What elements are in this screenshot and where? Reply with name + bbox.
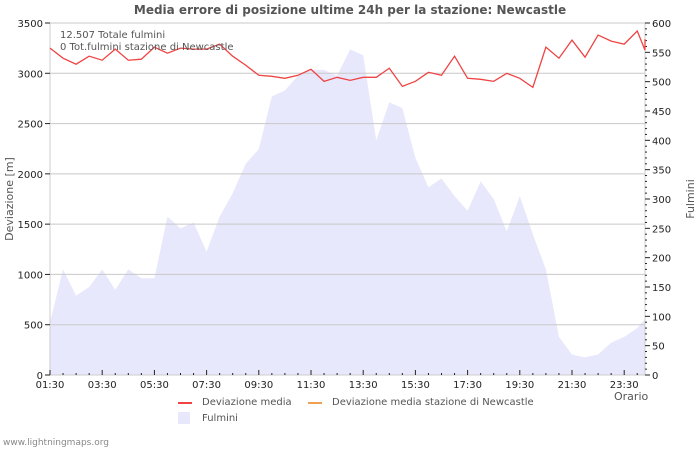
total-lightning-count: 12.507 Totale fulmini (60, 30, 166, 41)
svg-text:Fulmini: Fulmini (684, 179, 697, 219)
legend-item-deviazione-media: Deviazione media (178, 397, 292, 408)
svg-text:15:30: 15:30 (401, 380, 430, 391)
svg-text:450: 450 (652, 107, 671, 118)
svg-text:13:30: 13:30 (349, 380, 378, 391)
svg-text:350: 350 (652, 166, 671, 177)
svg-text:01:30: 01:30 (36, 380, 65, 391)
legend-label: Deviazione media stazione di Newcastle (332, 397, 534, 408)
svg-text:17:30: 17:30 (453, 380, 482, 391)
svg-text:3500: 3500 (18, 19, 43, 30)
svg-text:03:30: 03:30 (88, 380, 117, 391)
orange-line-swatch-icon (308, 401, 322, 404)
deviazione-line (49, 29, 646, 89)
svg-text:150: 150 (652, 283, 671, 294)
svg-text:400: 400 (652, 136, 671, 147)
info-box: 12.507 Totale fulmini 0 Tot.fulmini staz… (60, 30, 234, 54)
x-axis-title: Orario (614, 390, 649, 403)
svg-text:0: 0 (652, 371, 658, 382)
svg-text:500: 500 (652, 78, 671, 89)
red-line-swatch-icon (178, 401, 192, 404)
svg-text:2000: 2000 (18, 170, 43, 181)
svg-text:23:30: 23:30 (610, 380, 639, 391)
legend-label: Deviazione media (202, 397, 292, 408)
svg-text:11:30: 11:30 (297, 380, 326, 391)
svg-text:1000: 1000 (18, 270, 43, 281)
svg-text:21:30: 21:30 (558, 380, 587, 391)
svg-text:19:30: 19:30 (505, 380, 534, 391)
svg-text:07:30: 07:30 (192, 380, 221, 391)
svg-text:500: 500 (24, 321, 43, 332)
area-swatch-icon (178, 412, 190, 424)
legend-label: Fulmini (202, 412, 238, 424)
svg-text:550: 550 (652, 48, 671, 59)
fulmini-area (50, 49, 645, 376)
svg-text:100: 100 (652, 312, 671, 323)
svg-text:200: 200 (652, 254, 671, 265)
station-lightning-count: 0 Tot.fulmini stazione di Newcastle (60, 42, 234, 53)
svg-text:300: 300 (652, 195, 671, 206)
svg-text:09:30: 09:30 (244, 380, 273, 391)
svg-text:2500: 2500 (18, 120, 43, 131)
svg-text:Deviazione [m]: Deviazione [m] (3, 157, 16, 241)
svg-text:0: 0 (37, 371, 43, 382)
svg-text:1500: 1500 (18, 220, 43, 231)
svg-text:50: 50 (652, 342, 665, 353)
footer-link[interactable]: www.lightningmaps.org (3, 438, 109, 448)
svg-text:3000: 3000 (18, 69, 43, 80)
svg-text:600: 600 (652, 19, 671, 30)
svg-text:250: 250 (652, 224, 671, 235)
legend-item-deviazione-stazione: Deviazione media stazione di Newcastle (308, 397, 534, 408)
chart-title: Media errore di posizione ultime 24h per… (133, 3, 567, 17)
svg-text:05:30: 05:30 (140, 380, 169, 391)
legend-item-fulmini: Fulmini (178, 412, 238, 424)
